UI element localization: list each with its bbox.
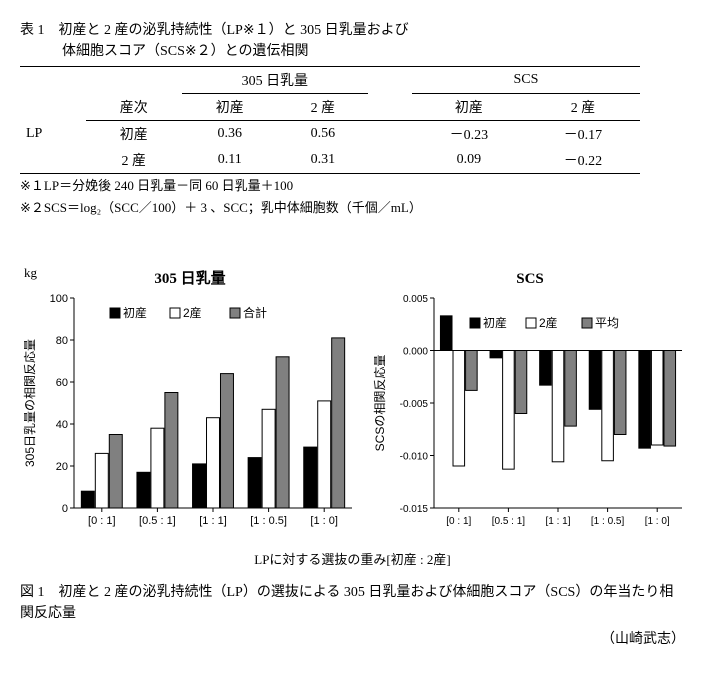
svg-text:[1 : 0]: [1 : 0] xyxy=(310,515,338,527)
svg-text:[0 : 1]: [0 : 1] xyxy=(88,515,116,527)
svg-text:-0.010: -0.010 xyxy=(400,452,429,463)
table-title: 表 1 初産と 2 産の泌乳持続性（LP※１）と 305 日乳量および 体細胞ス… xyxy=(20,20,685,62)
svg-text:305日乳量の相関反応量: 305日乳量の相関反応量 xyxy=(23,339,37,467)
svg-text:[1 : 0.5]: [1 : 0.5] xyxy=(591,516,625,527)
table-title-line2: 体細胞スコア（SCS※２）との遺伝相関 xyxy=(20,41,685,62)
svg-text:-0.015: -0.015 xyxy=(400,504,429,515)
svg-text:60: 60 xyxy=(56,377,68,389)
svg-text:20: 20 xyxy=(56,461,68,473)
correlation-table: 305 日乳量 SCS 産次 初産 2 産 初産 2 産 LP 初産 0.36 … xyxy=(20,66,640,174)
cell-r1c2: 0.56 xyxy=(278,121,368,148)
svg-text:0.005: 0.005 xyxy=(403,294,428,305)
footnote-2: ※２SCS＝log₂（SCC／100）＋ 3 、SCC；乳中体細胞数（千個／mL… xyxy=(20,198,685,218)
footnote-1: ※１LP＝分娩後 240 日乳量－同 60 日乳量＋100 xyxy=(20,176,685,196)
chart-milk-title: 305 日乳量 xyxy=(20,267,360,288)
svg-text:0: 0 xyxy=(62,503,68,515)
svg-text:[1 : 0.5]: [1 : 0.5] xyxy=(250,515,287,527)
cell-r1c1: 0.36 xyxy=(182,121,278,148)
svg-text:合計: 合計 xyxy=(243,305,267,320)
svg-text:-0.005: -0.005 xyxy=(400,399,429,410)
svg-text:80: 80 xyxy=(56,335,68,347)
cell-r1c4: －0.17 xyxy=(526,121,640,148)
figure-caption: 図 1 初産と 2 産の泌乳持続性（LP）の選抜による 305 日乳量および体細… xyxy=(20,582,685,624)
chart-scs: SCS -0.015 -0.010 -0.005 0.000 0.005 [0 : 1] [… xyxy=(370,271,690,547)
col-milk-1: 初産 xyxy=(182,94,278,121)
cell-r2c1: 0.11 xyxy=(182,147,278,174)
figure-1: kg 305 日乳量 0 20 40 60 80 100 [0 : 1] [0.5 : 1] [… xyxy=(20,267,685,547)
cell-r2c3: 0.09 xyxy=(412,147,526,174)
shared-x-label: LPに対する選抜の重み[初産 : 2産] xyxy=(20,549,685,568)
row2-label: 2 産 xyxy=(86,147,182,174)
cell-r1c3: －0.23 xyxy=(412,121,526,148)
svg-text:0.000: 0.000 xyxy=(403,347,428,358)
chart-scs-svg: -0.015 -0.010 -0.005 0.000 0.005 [0 : 1] [0.5 … xyxy=(370,292,690,542)
svg-text:[0.5 : 1]: [0.5 : 1] xyxy=(492,516,526,527)
svg-text:[1 : 1]: [1 : 1] xyxy=(545,516,570,527)
chart-milk: kg 305 日乳量 0 20 40 60 80 100 [0 : 1] [0.5 : 1] [… xyxy=(20,267,360,547)
cell-r2c4: －0.22 xyxy=(526,147,640,174)
svg-text:初産: 初産 xyxy=(123,305,147,320)
svg-text:2産: 2産 xyxy=(539,315,558,330)
svg-text:2産: 2産 xyxy=(183,305,202,320)
table-title-line1: 表 1 初産と 2 産の泌乳持続性（LP※１）と 305 日乳量および xyxy=(20,20,685,41)
svg-text:初産: 初産 xyxy=(483,315,507,330)
col-milk-2: 2 産 xyxy=(278,94,368,121)
svg-text:40: 40 xyxy=(56,419,68,431)
kg-label: kg xyxy=(24,265,37,281)
col-scs-2: 2 産 xyxy=(526,94,640,121)
col-scs-1: 初産 xyxy=(412,94,526,121)
header-group-milk: 305 日乳量 xyxy=(182,67,368,94)
svg-text:SCSの相関反応量: SCSの相関反応量 xyxy=(373,355,387,452)
svg-text:[1 : 0]: [1 : 0] xyxy=(645,516,670,527)
cell-r2c2: 0.31 xyxy=(278,147,368,174)
chart-milk-svg: 0 20 40 60 80 100 [0 : 1] [0.5 : 1] [1 : 1] [1 : … xyxy=(20,292,360,542)
author: （山崎武志） xyxy=(20,628,685,648)
parity-label: 産次 xyxy=(86,94,182,121)
row1-label: 初産 xyxy=(86,121,182,148)
svg-text:100: 100 xyxy=(50,293,68,305)
header-group-scs: SCS xyxy=(412,67,640,94)
row-group-lp: LP xyxy=(20,121,86,148)
svg-text:[0.5 : 1]: [0.5 : 1] xyxy=(139,515,176,527)
svg-text:平均: 平均 xyxy=(595,316,619,330)
svg-text:[0 : 1]: [0 : 1] xyxy=(446,516,471,527)
svg-text:[1 : 1]: [1 : 1] xyxy=(199,515,227,527)
chart-scs-title: SCS xyxy=(370,271,690,288)
